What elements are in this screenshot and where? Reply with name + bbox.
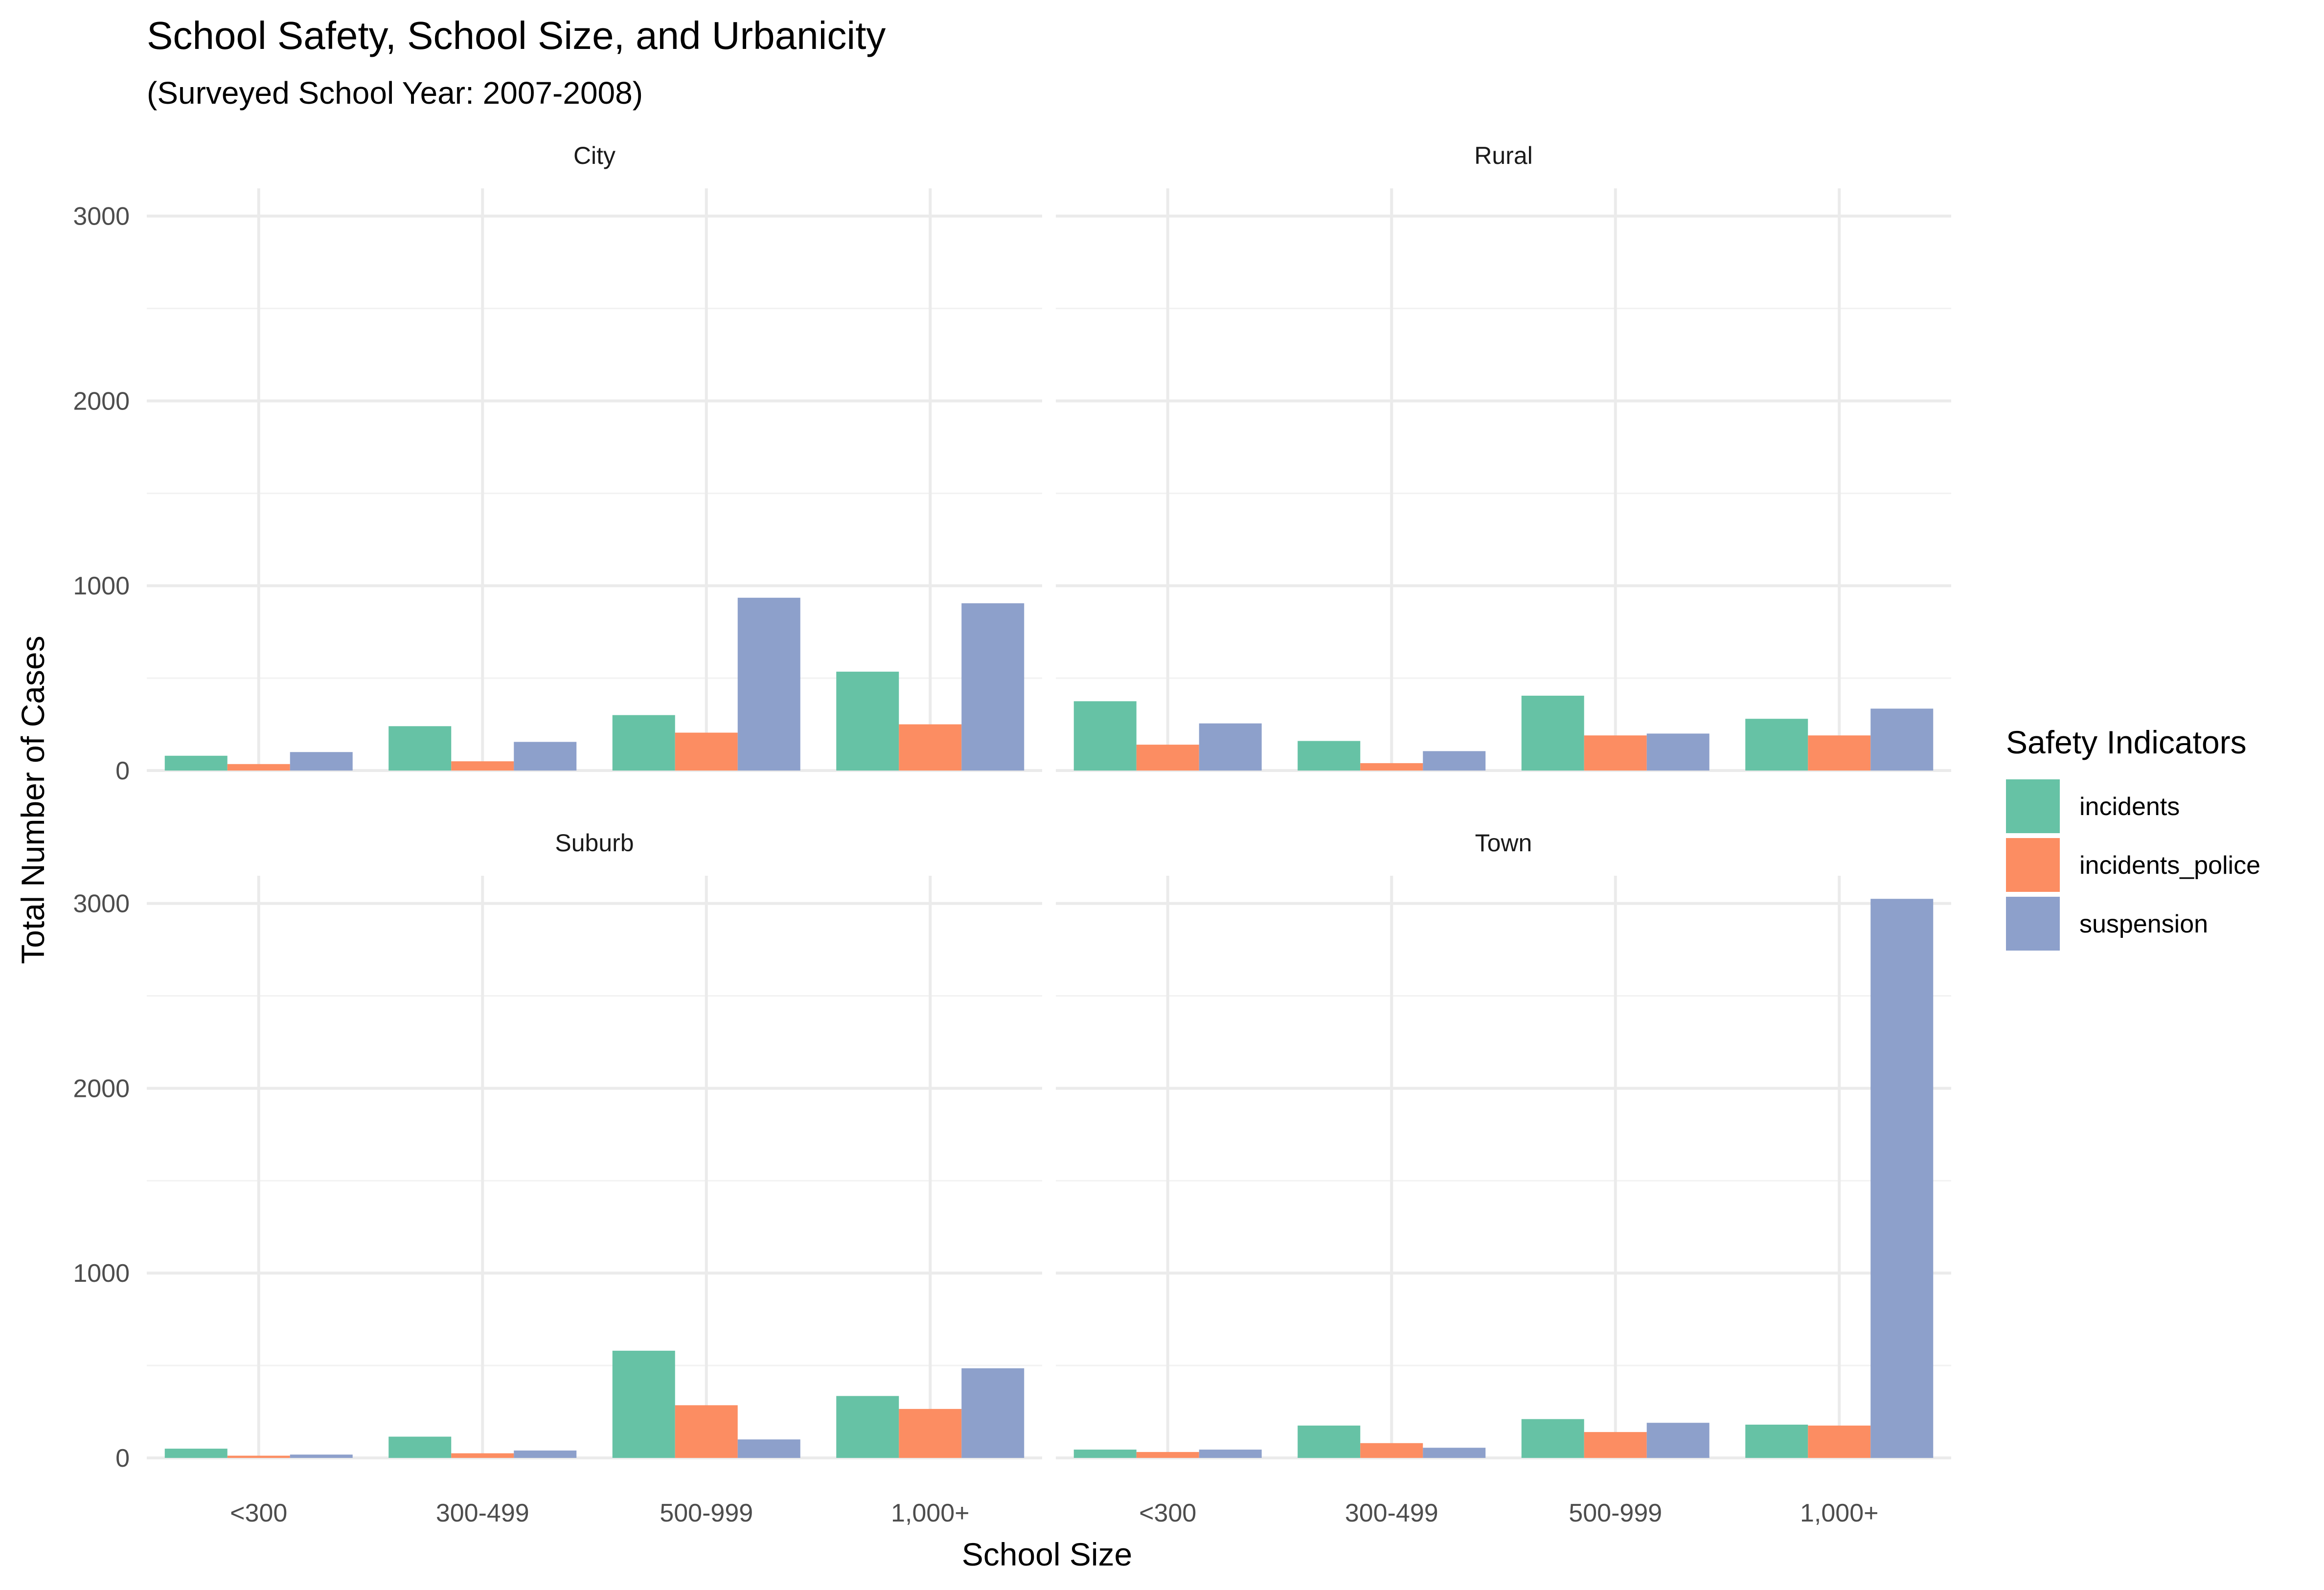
- bar-incidents_police-0: [1136, 1452, 1199, 1458]
- bar-incidents_police-3: [899, 724, 962, 771]
- bar-incidents_police-3: [1808, 735, 1871, 771]
- bar-suspension-2: [737, 597, 800, 771]
- bar-suspension-0: [290, 752, 353, 771]
- facet-panels: City 0 1000 2000 3000 Rural Suburb 0 1000 2000 300…: [73, 142, 1951, 1527]
- bar-incidents-1: [388, 726, 452, 771]
- bar-suspension-3: [1870, 899, 1934, 1458]
- x-tick-label: <300: [230, 1499, 287, 1527]
- bar-incidents-1: [388, 1436, 452, 1458]
- bar-incidents_police-3: [899, 1408, 962, 1458]
- bar-incidents_police-3: [1808, 1425, 1871, 1458]
- bar-suspension-2: [737, 1439, 800, 1458]
- bar-suspension-2: [1646, 733, 1709, 771]
- bar-suspension-1: [514, 742, 577, 771]
- x-axis-title: School Size: [962, 1536, 1133, 1572]
- bar-incidents_police-0: [1136, 745, 1199, 771]
- bar-incidents-3: [836, 1396, 899, 1458]
- bar-incidents-0: [164, 755, 228, 771]
- legend-label-incidents_police: incidents_police: [2079, 851, 2260, 880]
- bar-incidents-1: [1298, 741, 1361, 771]
- bar-incidents_police-1: [451, 1453, 514, 1458]
- bar-suspension-1: [1423, 751, 1486, 771]
- facet-panel-town: Town <300 300-499 500-999 1,000+: [1056, 829, 1951, 1527]
- bar-suspension-1: [1423, 1448, 1486, 1458]
- bar-incidents_police-0: [227, 1455, 290, 1458]
- chart-subtitle: (Surveyed School Year: 2007-2008): [147, 75, 643, 111]
- bar-incidents_police-2: [675, 732, 738, 771]
- y-tick-label: 0: [115, 1444, 130, 1473]
- facet-label: Rural: [1474, 142, 1532, 169]
- bar-suspension-0: [1199, 723, 1262, 771]
- facet-label: City: [573, 142, 615, 169]
- bar-incidents_police-0: [227, 764, 290, 771]
- bar-incidents-2: [612, 1350, 675, 1458]
- chart-title: School Safety, School Size, and Urbanici…: [147, 14, 886, 57]
- bar-incidents_police-1: [1360, 1443, 1423, 1458]
- facet-label: Suburb: [555, 829, 634, 857]
- bar-incidents_police-2: [1584, 735, 1647, 771]
- bar-suspension-3: [961, 603, 1025, 771]
- bar-incidents-0: [1073, 701, 1137, 771]
- bar-incidents-0: [164, 1449, 228, 1458]
- y-tick-label: 1000: [73, 572, 130, 600]
- bar-suspension-3: [1870, 708, 1934, 771]
- bar-incidents-2: [612, 715, 675, 771]
- legend-key-incidents: [2006, 779, 2060, 833]
- bar-incidents_police-2: [675, 1405, 738, 1458]
- bar-incidents-2: [1521, 1419, 1584, 1458]
- legend-key-suspension: [2006, 897, 2060, 951]
- y-axis-title: Total Number of Cases: [15, 636, 51, 964]
- bar-incidents-0: [1073, 1450, 1137, 1458]
- legend-label-incidents: incidents: [2079, 793, 2180, 821]
- legend: Safety Indicators incidents incidents_pol…: [2006, 724, 2260, 951]
- x-tick-label: <300: [1139, 1499, 1196, 1527]
- bar-suspension-2: [1646, 1423, 1709, 1458]
- bar-incidents-1: [1298, 1425, 1361, 1458]
- bar-suspension-3: [961, 1368, 1025, 1458]
- facet-panel-suburb: Suburb 0 1000 2000 3000 <300 300-499 500-999 1,0…: [73, 829, 1042, 1527]
- x-tick-label: 500-999: [660, 1499, 753, 1527]
- x-tick-label: 300-499: [1345, 1499, 1438, 1527]
- legend-label-suspension: suspension: [2079, 910, 2208, 938]
- y-tick-label: 1000: [73, 1259, 130, 1288]
- facet-label: Town: [1475, 829, 1532, 857]
- bar-suspension-0: [290, 1454, 353, 1458]
- x-tick-label: 1,000+: [1800, 1499, 1879, 1527]
- legend-key-incidents_police: [2006, 838, 2060, 892]
- facet-panel-city: City 0 1000 2000 3000: [73, 142, 1042, 785]
- y-tick-label: 3000: [73, 890, 130, 918]
- bar-incidents-3: [836, 671, 899, 771]
- bar-incidents_police-1: [451, 761, 514, 771]
- bar-incidents_police-1: [1360, 763, 1423, 771]
- bar-incidents-3: [1745, 719, 1808, 771]
- y-tick-label: 2000: [73, 1074, 130, 1103]
- bar-incidents-2: [1521, 696, 1584, 771]
- facet-panel-rural: Rural: [1056, 142, 1951, 772]
- bar-suspension-0: [1199, 1450, 1262, 1458]
- bar-incidents_police-2: [1584, 1432, 1647, 1458]
- x-tick-label: 1,000+: [891, 1499, 970, 1527]
- bar-suspension-1: [514, 1450, 577, 1458]
- legend-title: Safety Indicators: [2006, 724, 2247, 760]
- x-tick-label: 500-999: [1569, 1499, 1662, 1527]
- y-tick-label: 0: [115, 757, 130, 785]
- y-tick-label: 3000: [73, 203, 130, 231]
- y-tick-label: 2000: [73, 387, 130, 415]
- x-tick-label: 300-499: [436, 1499, 529, 1527]
- bar-incidents-3: [1745, 1425, 1808, 1458]
